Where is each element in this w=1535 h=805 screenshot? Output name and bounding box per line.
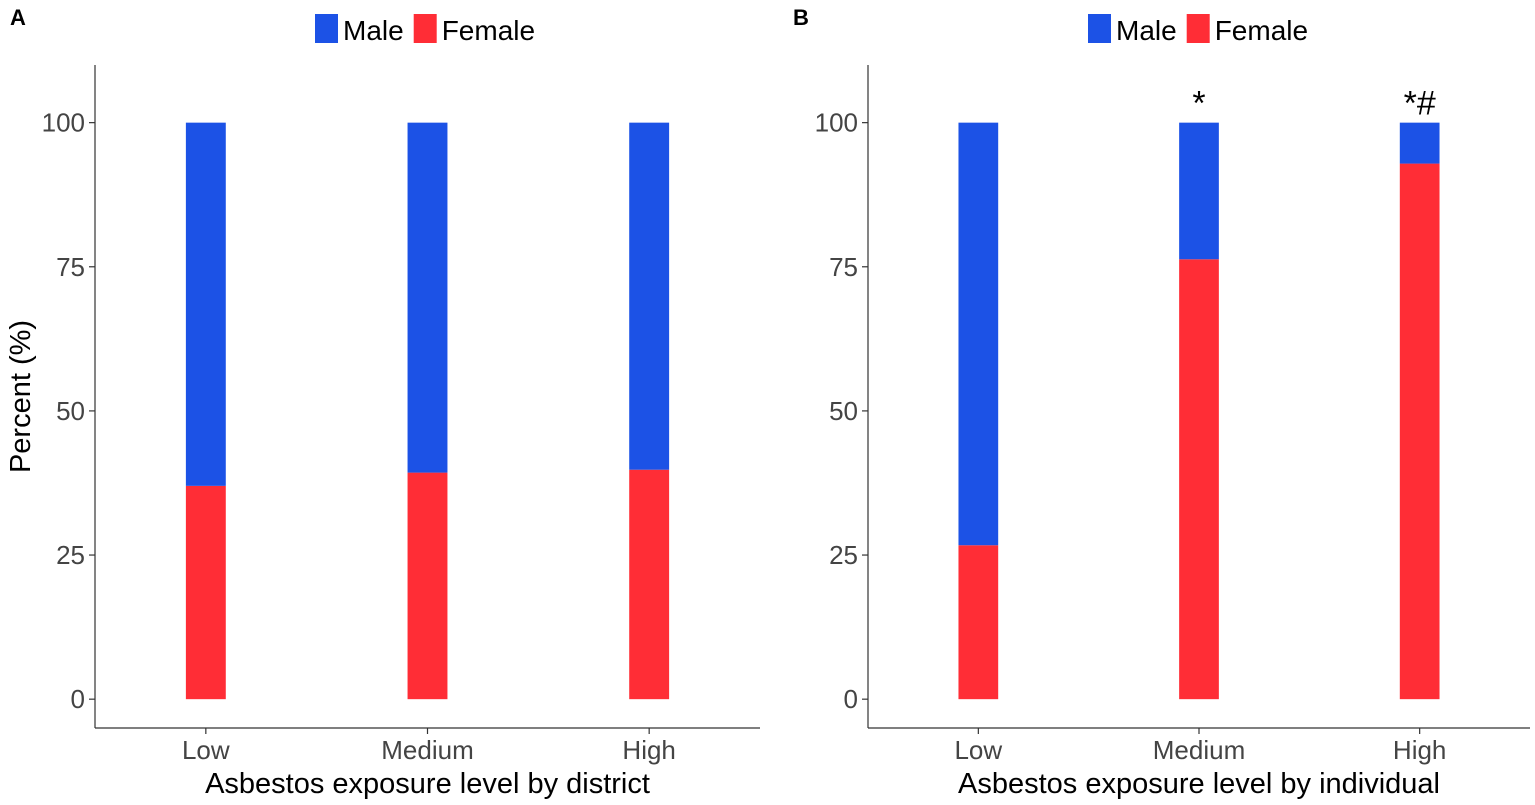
bar-female-medium [1179,259,1219,700]
y-tick-label: 50 [829,396,858,426]
panel-label: B [793,5,809,30]
chart-panel-a: A Male Female 0 25 50 75 100 Low Medium HighAsbest… [5,5,760,800]
x-axis-title: Asbestos exposure level by individual [958,768,1440,800]
legend-swatch-female [1186,14,1210,43]
y-tick-label: 100 [42,108,85,138]
y-tick-label: 0 [844,684,858,714]
legend-swatch-male [315,14,338,43]
bar-female-high [1399,163,1440,700]
x-axis-title: Asbestos exposure level by district [205,768,650,800]
x-tick-label: Low [954,735,1002,765]
legend-label-female: Female [1215,15,1308,46]
significance-annotation: * [1192,85,1205,123]
legend-label-male: Male [343,15,404,46]
y-axis-title: Percent (%) [5,320,37,473]
legend-swatch-female [413,14,437,43]
y-tick-label: 0 [71,684,85,714]
y-tick-label: 25 [829,540,858,570]
bar-female-medium [407,472,448,700]
bar-female-high [629,469,670,700]
panel-label: A [10,5,26,30]
legend-swatch-male [1088,14,1111,43]
x-tick-label: Medium [1153,735,1245,765]
legend: Male Female [315,14,535,46]
bar-male-low [958,122,999,546]
x-tick-label: High [622,735,675,765]
x-tick-label: High [1393,735,1446,765]
bar-male-high [629,122,670,470]
legend-label-male: Male [1116,15,1177,46]
x-tick-label: Medium [381,735,473,765]
legend: Male Female [1088,14,1308,46]
bar-male-high [1399,122,1440,164]
y-tick-label: 75 [56,252,85,282]
y-tick-label: 25 [56,540,85,570]
y-tick-label: 75 [829,252,858,282]
x-tick-label: Low [182,735,230,765]
bar-female-low [185,485,226,700]
y-tick-label: 50 [56,396,85,426]
bar-female-low [958,545,999,700]
chart-panel-b: B Male Female * *# 0 25 50 75 100 Low Medium HighAsb… [793,5,1530,800]
significance-annotation: *# [1404,85,1436,123]
legend-label-female: Female [442,15,535,46]
bar-male-medium [1179,122,1219,260]
bar-male-medium [407,122,448,473]
y-tick-label: 100 [815,108,858,138]
bar-male-low [185,122,226,486]
